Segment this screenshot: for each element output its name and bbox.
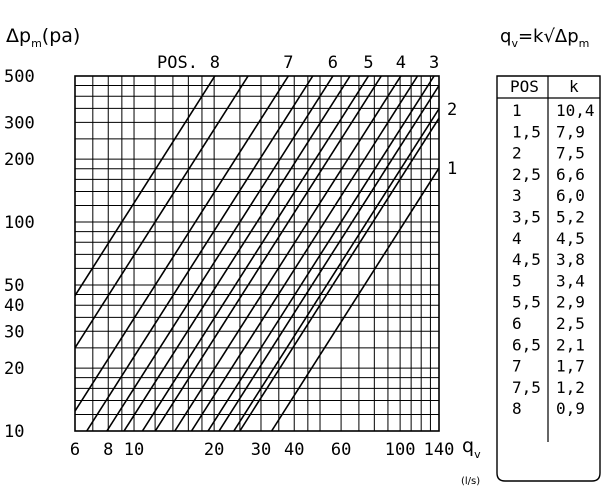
table-header-pos: POS [510,77,539,96]
series-label: 5 [363,53,373,73]
table-cell-pos: 7 [512,357,522,376]
table-header-k: k [569,77,579,96]
series-line [270,167,439,431]
table-cell-k: 3,4 [556,271,585,290]
x-tick-label: 8 [103,440,113,460]
y-axis-symbol: Δp [6,25,31,47]
table-cell-k: 6,6 [556,165,585,184]
table-cell-k: 1,7 [556,357,585,376]
formula-rhs-subscript: m [579,37,590,50]
series-line [75,76,290,412]
formula-lhs-subscript: v [511,37,518,50]
y-tick-label: 300 [4,113,35,133]
series-line [141,76,370,431]
table-cell-pos: 1 [512,101,522,120]
x-tick-label: 40 [284,440,304,460]
table-rows: 1 10,4 1,5 7,9 2 7,5 2,5 6,6 3 6,0 3,5 5,2 4 4,5 4,5 3,… [512,101,595,418]
series-line [75,76,216,297]
y-axis-units: (pa) [42,25,81,47]
y-tick-label: 30 [4,322,24,342]
table-cell-pos: 6,5 [512,335,541,354]
x-tick-label: 60 [331,440,351,460]
y-tick-label: 500 [4,67,35,87]
formula: qv=k√Δpm [500,26,589,50]
x-axis-units: (l/s) [461,476,480,487]
x-tick-label: 30 [251,440,271,460]
table-cell-k: 2,5 [556,314,585,333]
table-cell-k: 2,9 [556,293,585,312]
series-line [233,108,439,431]
y-tick-label: 200 [4,150,35,170]
table-cell-pos: 4,5 [512,250,541,269]
table-cell-pos: 4 [512,229,522,248]
formula-lhs: q [500,26,511,47]
table-cell-pos: 8 [512,399,522,418]
series-line [75,76,249,349]
series-line [239,117,439,431]
x-axis-subscript: v [474,448,481,461]
table-cell-k: 10,4 [556,101,595,120]
y-tick-label: 10 [4,422,24,442]
series-label: 3 [429,53,439,73]
coefficient-table: POS k 1 10,4 1,5 7,9 2 7,5 2,5 6,6 3 6,0 3,5 5,2 4 4,… [496,75,601,482]
y-tick-label: 50 [4,276,24,296]
x-tick-label: 100 [385,440,416,460]
series-label: 2 [447,100,457,120]
table-cell-k: 7,5 [556,144,585,163]
x-tick-label: 6 [70,440,80,460]
y-tick-label: 20 [4,359,24,379]
series-line [154,76,382,431]
table-cell-pos: 2,5 [512,165,541,184]
x-tick-label: 20 [204,440,224,460]
table-cell-pos: 3 [512,186,522,205]
series-label: 1 [447,159,457,179]
series-line [218,85,439,431]
table-cell-k: 2,1 [556,335,585,354]
table-cell-pos: 6 [512,314,522,333]
table-cell-k: 0,9 [556,399,585,418]
table-cell-k: 5,2 [556,208,585,227]
series-labels: 1 2 3 4 5 6 7 8 [210,53,458,179]
series-label: 4 [396,53,406,73]
table-cell-pos: 2 [512,144,522,163]
plot-frame [74,75,440,432]
table-cell-k: 7,9 [556,122,585,141]
series-label: 8 [210,53,220,73]
series-line [190,76,419,431]
series-line [106,76,334,431]
table-cell-pos: 3,5 [512,208,541,227]
table-border [496,75,601,482]
series-line [174,76,402,431]
pos-top-label: POS. [157,53,198,73]
series-line [207,76,435,431]
table-cell-k: 4,5 [556,229,585,248]
formula-rhs: =k√Δp [518,26,579,47]
x-tick-label: 140 [424,440,455,460]
series-lines [75,76,439,431]
series-line [123,76,351,431]
series-label: 7 [283,53,293,73]
series-line [86,76,314,431]
table-cell-pos: 7,5 [512,378,541,397]
y-tick-label: 100 [4,213,35,233]
table-cell-pos: 5,5 [512,293,541,312]
x-axis-label: qv [462,435,481,461]
series-label: 6 [328,53,338,73]
table-cell-pos: 5 [512,271,522,290]
table-cell-k: 6,0 [556,186,585,205]
x-axis-symbol: q [462,435,474,457]
y-axis-subscript: m [31,37,42,50]
y-axis-label: Δpm(pa) [6,25,80,50]
y-tick-label: 40 [4,296,24,316]
table-cell-pos: 1,5 [512,122,541,141]
table-cell-k: 1,2 [556,378,585,397]
table-cell-k: 3,8 [556,250,585,269]
x-tick-label: 10 [124,440,144,460]
